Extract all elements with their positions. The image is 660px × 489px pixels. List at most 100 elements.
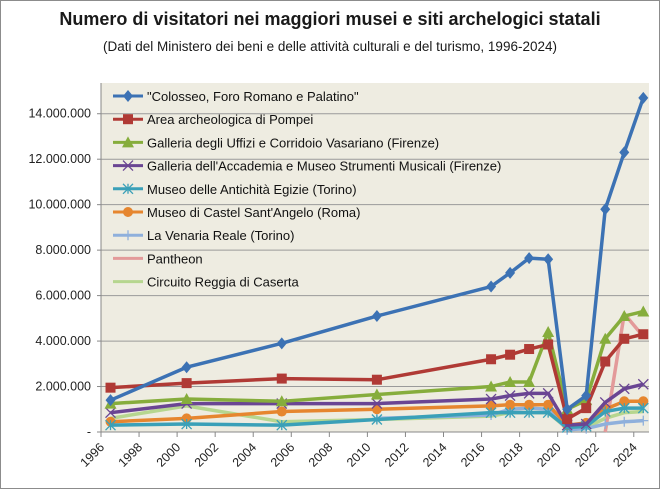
legend-label: Circuito Reggia di Caserta bbox=[147, 275, 300, 290]
x-tick-label: 2020 bbox=[534, 440, 564, 470]
legend-item: Area archeologica di Pompei bbox=[113, 112, 313, 127]
plus-marker bbox=[638, 415, 649, 426]
y-tick-label: 2.000.000 bbox=[35, 380, 91, 394]
triangle-marker bbox=[180, 393, 193, 405]
diamond-marker bbox=[276, 337, 287, 350]
diamond-marker bbox=[505, 266, 516, 279]
triangle-marker bbox=[122, 136, 134, 148]
diamond-marker bbox=[486, 280, 497, 293]
square-marker bbox=[581, 403, 592, 414]
x-marker bbox=[599, 396, 611, 408]
square-marker bbox=[524, 344, 535, 355]
x-tick-label: 2008 bbox=[306, 440, 336, 470]
star-marker bbox=[105, 419, 116, 431]
legend-item: La Venaria Reale (Torino) bbox=[113, 228, 294, 243]
diamond-marker bbox=[638, 91, 649, 104]
square-marker bbox=[505, 349, 516, 360]
x-tick-label: 2012 bbox=[382, 440, 412, 470]
circle-marker bbox=[486, 400, 497, 411]
legend-label: Museo di Castel Sant'Angelo (Roma) bbox=[147, 205, 360, 220]
star-marker bbox=[181, 418, 193, 430]
triangle-marker bbox=[599, 332, 612, 344]
legend-label: Area archeologica di Pompei bbox=[147, 112, 313, 127]
circle-marker bbox=[524, 399, 535, 410]
diamond-marker bbox=[181, 361, 192, 374]
star-marker bbox=[523, 407, 535, 419]
diamond-marker bbox=[123, 90, 133, 102]
series-4 bbox=[105, 402, 649, 433]
x-tick-label: 2014 bbox=[420, 440, 450, 470]
x-tick-label: 2006 bbox=[268, 440, 298, 470]
circle-marker bbox=[638, 396, 649, 407]
legend-item: Pantheon bbox=[113, 251, 203, 266]
legend: "Colosseo, Foro Romano e Palatino" Area a… bbox=[113, 89, 501, 290]
legend-item: Museo delle Antichità Egizie (Torino) bbox=[113, 182, 357, 197]
chart-title: Numero di visitatori nei maggiori musei … bbox=[59, 9, 601, 29]
star-marker bbox=[276, 419, 288, 431]
x-marker bbox=[542, 387, 554, 399]
x-tick-label: 2022 bbox=[572, 440, 602, 470]
diamond-marker bbox=[619, 146, 630, 159]
diamond-marker bbox=[581, 389, 592, 402]
circle-marker bbox=[505, 399, 516, 410]
diamond-marker bbox=[600, 203, 611, 216]
series-1 bbox=[105, 329, 649, 425]
star-marker bbox=[637, 402, 649, 414]
y-tick-label: 12.000.000 bbox=[28, 152, 91, 166]
square-marker bbox=[562, 414, 573, 425]
circle-marker bbox=[619, 396, 630, 407]
circle-marker bbox=[543, 399, 554, 410]
square-marker bbox=[638, 329, 649, 340]
series-2 bbox=[104, 305, 650, 415]
triangle-marker bbox=[637, 305, 650, 317]
square-marker bbox=[600, 356, 611, 367]
legend-item: Galleria dell'Accademia e Museo Strument… bbox=[113, 159, 501, 174]
x-marker bbox=[371, 398, 383, 410]
triangle-marker bbox=[618, 310, 631, 322]
square-marker bbox=[123, 114, 133, 125]
y-tick-label: 4.000.000 bbox=[35, 334, 91, 348]
star-marker bbox=[371, 414, 383, 425]
x-tick-label: 1998 bbox=[116, 440, 146, 470]
x-marker bbox=[122, 160, 134, 172]
y-tick-label: - bbox=[87, 425, 91, 439]
square-marker bbox=[105, 382, 116, 393]
legend-item: "Colosseo, Foro Romano e Palatino" bbox=[113, 89, 359, 104]
square-marker bbox=[543, 339, 554, 350]
diamond-marker bbox=[562, 403, 573, 416]
star-marker bbox=[542, 407, 554, 419]
legend-label: La Venaria Reale (Torino) bbox=[147, 228, 294, 243]
x-tick-label: 1996 bbox=[78, 440, 108, 470]
star-marker bbox=[122, 183, 134, 195]
legend-label: Galleria degli Uffizi e Corridoio Vasari… bbox=[147, 135, 439, 150]
x-tick-label: 2000 bbox=[154, 440, 184, 470]
x-marker bbox=[504, 390, 516, 402]
x-tick-label: 2004 bbox=[230, 440, 260, 470]
legend-label: Galleria dell'Accademia e Museo Strument… bbox=[147, 159, 501, 174]
x-tick-label: 2024 bbox=[610, 440, 640, 470]
triangle-marker bbox=[275, 395, 288, 407]
star-marker bbox=[485, 407, 497, 419]
square-marker bbox=[181, 378, 192, 389]
triangle-marker bbox=[542, 325, 555, 337]
circle-marker bbox=[371, 404, 382, 415]
y-tick-label: 10.000.000 bbox=[28, 198, 91, 212]
series-0 bbox=[105, 91, 649, 416]
x-marker bbox=[485, 393, 497, 405]
legend-label: Museo delle Antichità Egizie (Torino) bbox=[147, 182, 357, 197]
x-tick-label: 2010 bbox=[344, 440, 374, 470]
diamond-marker bbox=[105, 394, 116, 407]
x-marker bbox=[618, 383, 630, 395]
x-tick-label: 2002 bbox=[192, 440, 222, 470]
square-marker bbox=[276, 373, 287, 384]
x-tick-label: 2016 bbox=[458, 440, 488, 470]
y-tick-label: 8.000.000 bbox=[35, 243, 91, 257]
diamond-marker bbox=[524, 252, 535, 265]
x-marker bbox=[523, 387, 535, 399]
legend-item: Galleria degli Uffizi e Corridoio Vasari… bbox=[113, 135, 439, 150]
legend-item: Museo di Castel Sant'Angelo (Roma) bbox=[113, 205, 360, 220]
chart-subtitle: (Dati del Ministero dei beni e delle att… bbox=[103, 39, 557, 54]
square-marker bbox=[619, 333, 630, 344]
